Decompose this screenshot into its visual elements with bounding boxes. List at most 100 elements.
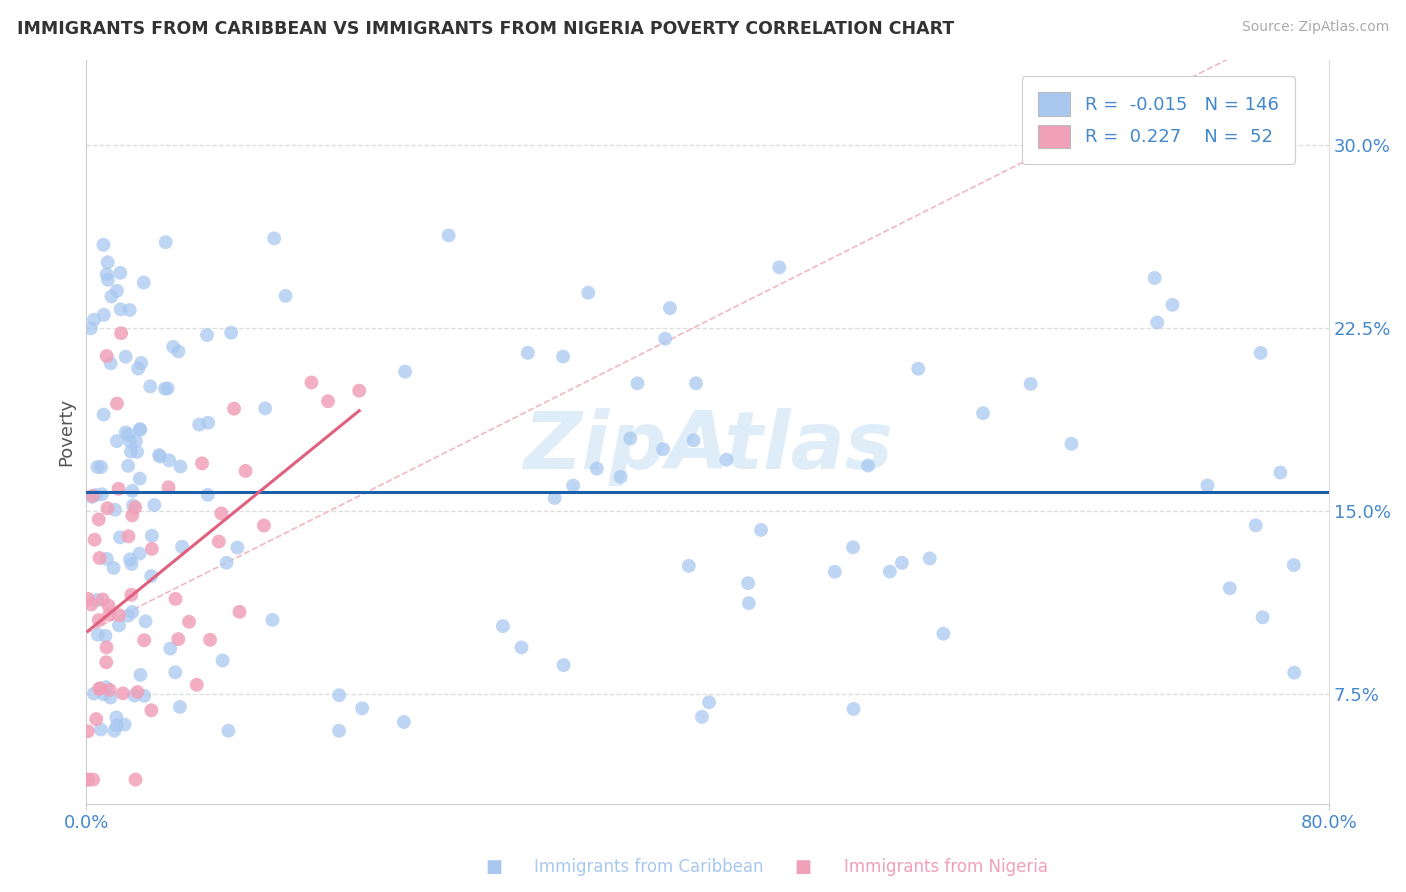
Point [222, 401, 245, 416]
Point [1060, 437, 1083, 451]
Point [76, 772, 98, 787]
Point [1270, 466, 1292, 480]
Point [153, 382, 176, 396]
Point [585, 461, 607, 475]
Point [157, 480, 180, 494]
Point [856, 458, 879, 473]
Point [96, 349, 118, 363]
Point [121, 483, 143, 498]
Point [129, 356, 152, 370]
Point [93, 687, 115, 701]
Point [301, 376, 323, 390]
Point [110, 302, 132, 317]
Point [77, 591, 100, 606]
Point [254, 401, 277, 416]
Point [124, 500, 146, 515]
Point [135, 615, 157, 629]
Point [188, 417, 211, 432]
Point [215, 556, 238, 570]
Text: IMMIGRANTS FROM CARIBBEAN VS IMMIGRANTS FROM NIGERIA POVERTY CORRELATION CHART: IMMIGRANTS FROM CARIBBEAN VS IMMIGRANTS … [17, 20, 955, 37]
Point [658, 301, 681, 315]
Text: Immigrants from Nigeria: Immigrants from Nigeria [844, 858, 1047, 876]
Point [879, 565, 901, 579]
Point [167, 632, 190, 646]
Point [118, 552, 141, 566]
Point [89, 551, 111, 566]
Point [120, 588, 142, 602]
Point [83, 312, 105, 326]
Point [510, 640, 533, 655]
Point [347, 384, 370, 398]
Point [117, 529, 139, 543]
Point [1284, 665, 1306, 680]
Point [253, 518, 276, 533]
Point [562, 478, 585, 492]
Point [156, 381, 179, 395]
Text: Source: ZipAtlas.com: Source: ZipAtlas.com [1241, 20, 1389, 34]
Point [94, 680, 117, 694]
Point [82, 772, 104, 787]
Point [907, 361, 929, 376]
Point [141, 529, 163, 543]
Point [96, 267, 118, 281]
Point [208, 534, 231, 549]
Point [437, 228, 460, 243]
Text: ZipAtlas: ZipAtlas [523, 408, 893, 485]
Point [114, 717, 136, 731]
Point [120, 444, 142, 458]
Point [83, 533, 105, 547]
Point [141, 569, 163, 583]
Point [89, 681, 111, 696]
Point [149, 450, 172, 464]
Point [157, 453, 180, 467]
Point [492, 619, 515, 633]
Point [159, 641, 181, 656]
Legend: R =  -0.015   N = 146, R =  0.227    N =  52: R = -0.015 N = 146, R = 0.227 N = 52 [1022, 76, 1295, 164]
Point [121, 557, 143, 571]
Point [117, 427, 139, 442]
Point [90, 460, 112, 475]
Point [87, 613, 110, 627]
Point [690, 710, 713, 724]
Point [1161, 298, 1184, 312]
Point [165, 591, 187, 606]
Point [195, 328, 218, 343]
Point [1244, 518, 1267, 533]
Point [737, 576, 759, 591]
Point [97, 273, 120, 287]
Point [654, 332, 676, 346]
Point [738, 596, 761, 610]
Point [127, 685, 149, 699]
Point [87, 628, 110, 642]
Point [177, 615, 200, 629]
Point [93, 408, 115, 422]
Point [105, 284, 128, 298]
Point [191, 456, 214, 470]
Point [98, 607, 121, 622]
Point [110, 326, 132, 341]
Point [1197, 478, 1219, 492]
Point [619, 432, 641, 446]
Point [141, 703, 163, 717]
Point [139, 379, 162, 393]
Text: ■: ■ [485, 858, 502, 876]
Point [626, 376, 648, 391]
Point [82, 489, 104, 503]
Point [274, 289, 297, 303]
Point [134, 633, 156, 648]
Point [394, 365, 416, 379]
Point [209, 507, 232, 521]
Point [96, 655, 118, 669]
Point [128, 472, 150, 486]
Point [682, 434, 704, 448]
Point [129, 423, 152, 437]
Point [127, 445, 149, 459]
Point [104, 503, 127, 517]
Point [186, 678, 208, 692]
Point [100, 690, 122, 705]
Point [120, 434, 142, 449]
Point [263, 231, 285, 245]
Point [551, 350, 574, 364]
Point [117, 608, 139, 623]
Point [132, 276, 155, 290]
